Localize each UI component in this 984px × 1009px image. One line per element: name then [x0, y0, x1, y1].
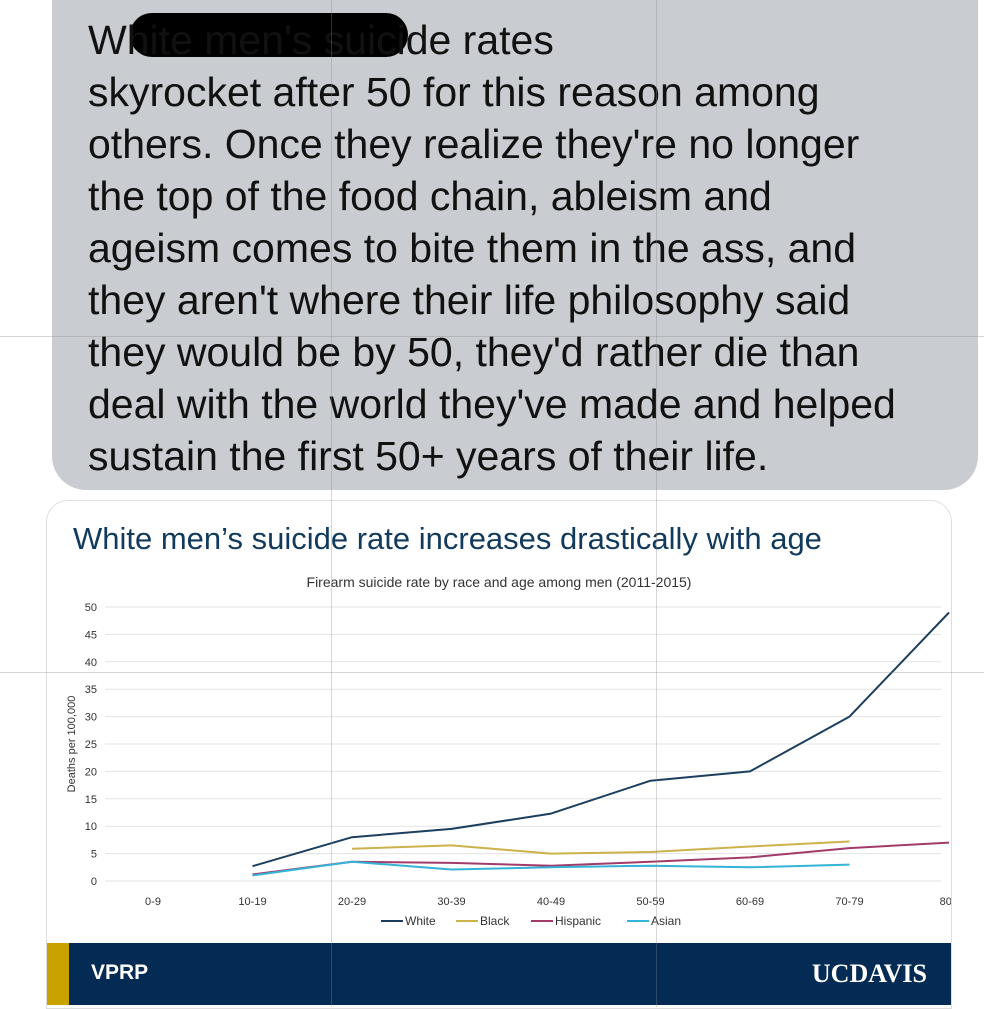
message-bubble: [52, 0, 978, 490]
x-tick-label-20-29: 20-29: [338, 896, 366, 908]
scan-line-h1: [0, 336, 984, 337]
scan-line-v1: [331, 0, 332, 1007]
x-tick-label-80+: 80+: [940, 896, 951, 908]
x-tick-label-30-39: 30-39: [437, 896, 465, 908]
series-line-black: [351, 840, 850, 855]
y-tick-label-5: 5: [91, 849, 97, 861]
legend-label-white: White: [405, 914, 436, 928]
scan-line-h2: [0, 672, 984, 673]
y-tick-label-25: 25: [85, 739, 97, 751]
x-tick-label-40-49: 40-49: [537, 896, 565, 908]
y-tick-label-20: 20: [85, 766, 97, 778]
y-tick-label-0: 0: [91, 876, 97, 888]
redacted-username: [130, 13, 408, 57]
legend-label-hispanic: Hispanic: [555, 914, 601, 928]
infographic-card: White men’s suicide rate increases drast…: [46, 500, 952, 1009]
y-tick-label-10: 10: [85, 821, 97, 833]
vprp-logo: VPRP: [91, 961, 149, 984]
infographic-headline: White men’s suicide rate increases drast…: [73, 521, 822, 556]
footer-accent-stripe: [47, 943, 69, 1005]
line-chart: Firearm suicide rate by race and age amo…: [66, 574, 951, 928]
x-tick-label-70-79: 70-79: [835, 896, 863, 908]
y-tick-label-40: 40: [85, 657, 97, 669]
x-tick-label-60-69: 60-69: [736, 896, 764, 908]
x-tick-label-0-9: 0-9: [145, 896, 161, 908]
series-line-hispanic: [252, 841, 950, 876]
footer-bar: VPRP UCDAVIS: [47, 943, 951, 1005]
series-line-white: [252, 611, 950, 868]
chart-title: Firearm suicide rate by race and age amo…: [307, 574, 692, 590]
y-tick-label-15: 15: [85, 794, 97, 806]
scan-line-v2: [656, 0, 657, 1007]
legend-label-asian: Asian: [651, 914, 681, 928]
legend-label-black: Black: [480, 914, 510, 928]
series-line-asian: [252, 860, 850, 877]
y-tick-label-30: 30: [85, 712, 97, 724]
y-axis-label: Deaths per 100,000: [66, 696, 78, 793]
y-tick-label-50: 50: [85, 602, 97, 614]
x-tick-label-50-59: 50-59: [636, 896, 664, 908]
x-tick-label-10-19: 10-19: [238, 896, 266, 908]
post-text: White men's suicide rates skyrocket afte…: [88, 17, 896, 479]
y-tick-label-45: 45: [85, 629, 97, 641]
y-tick-label-35: 35: [85, 684, 97, 696]
ucdavis-logo: UCDAVIS: [811, 959, 927, 988]
